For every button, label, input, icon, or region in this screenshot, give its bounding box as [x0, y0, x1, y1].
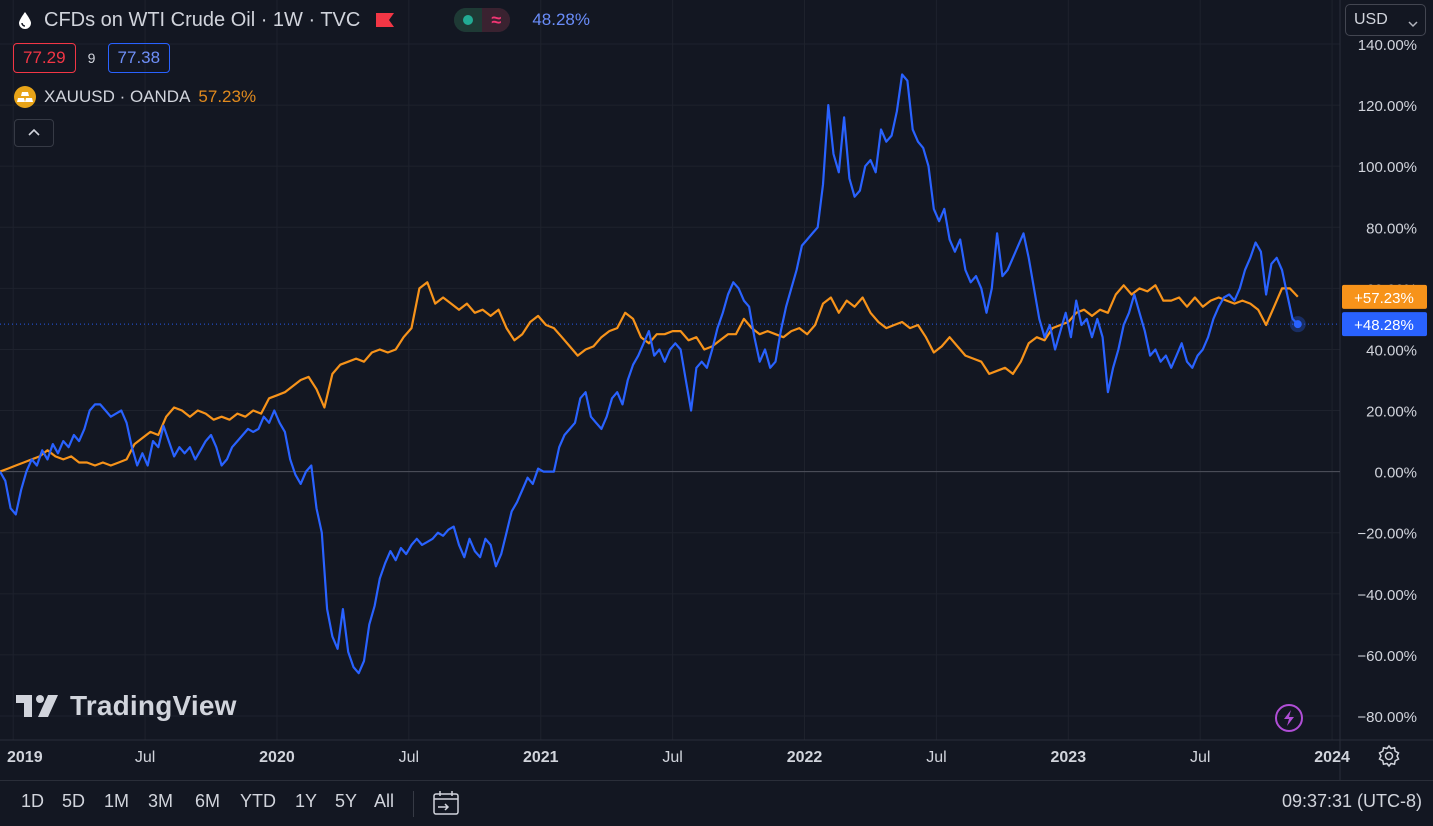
x-tick-label: 2019 — [7, 749, 43, 766]
tradingview-logo-mark — [16, 695, 58, 717]
last-value-text-xauusd: +57.23% — [1354, 290, 1414, 307]
x-tick-label: Jul — [399, 749, 419, 766]
x-tick-label: 2022 — [787, 749, 823, 766]
currency-value: USD — [1354, 11, 1388, 28]
chevron-up-icon — [27, 124, 41, 142]
symbol-title[interactable]: CFDs on WTI Crude Oil · 1W · TVC — [44, 8, 361, 31]
price-chart[interactable]: −80.00% −60.00% −40.00% −20.00% 0.00% 20.00% 4… — [0, 0, 1433, 780]
x-tick-label: Jul — [926, 749, 946, 766]
series-lines — [0, 73, 1306, 675]
range-ytd-button[interactable]: YTD — [240, 791, 276, 811]
oil-drop-icon — [14, 9, 36, 31]
x-tick-label: Jul — [662, 749, 682, 766]
series-line-wti[interactable] — [0, 73, 1299, 675]
y-tick-label: 140.00% — [1358, 37, 1417, 54]
y-tick-label: −60.00% — [1357, 648, 1417, 665]
chart-grid — [0, 0, 1433, 780]
x-tick-label: 2021 — [523, 749, 559, 766]
settings-icon[interactable] — [1377, 744, 1401, 768]
compare-legend[interactable]: XAUUSD · OANDA 57.23% — [14, 86, 256, 108]
x-tick-label: Jul — [1190, 749, 1210, 766]
collapse-legend-button[interactable] — [14, 119, 54, 147]
y-tick-label: 20.00% — [1366, 404, 1417, 421]
y-tick-label: 100.00% — [1358, 159, 1417, 176]
toolbar-divider — [413, 791, 414, 817]
last-value-labels: +57.23% +48.28% — [1342, 284, 1427, 337]
y-tick-label: 40.00% — [1366, 342, 1417, 359]
wti-last-point — [1293, 320, 1302, 329]
y-tick-label: 0.00% — [1374, 465, 1417, 482]
currency-select[interactable]: USD — [1345, 4, 1426, 36]
gold-bars-icon — [14, 86, 36, 108]
zero-line — [0, 323, 1340, 473]
range-1d-button[interactable]: 1D — [21, 791, 45, 811]
x-tick-label: Jul — [135, 749, 155, 766]
tradingview-logo[interactable]: TradingView — [16, 690, 237, 722]
y-axis[interactable]: −80.00% −60.00% −40.00% −20.00% 0.00% 20.00% 4… — [1357, 37, 1417, 726]
y-tick-label: −40.00% — [1357, 587, 1417, 604]
y-tick-label: −80.00% — [1357, 709, 1417, 726]
y-tick-label: 120.00% — [1358, 98, 1417, 115]
main-change-pct: 48.28% — [532, 10, 590, 29]
spread-value: 9 — [87, 50, 96, 66]
bid-price-button[interactable]: 77.29 — [13, 43, 76, 73]
logo-text: TradingView — [70, 690, 237, 721]
chart-legend-main[interactable]: CFDs on WTI Crude Oil · 1W · TVC ≈ 48.28… — [14, 6, 590, 34]
chevron-down-icon — [1408, 15, 1418, 33]
x-tick-label: 2020 — [259, 749, 295, 766]
y-tick-label: 80.00% — [1366, 220, 1417, 237]
series-line-xauusd[interactable] — [0, 281, 1299, 473]
compare-symbol-name[interactable]: XAUUSD · OANDA — [44, 87, 191, 106]
compare-change-pct: 57.23% — [198, 87, 257, 106]
range-6m-button[interactable]: 6M — [195, 791, 221, 811]
market-status-icon[interactable]: ≈ — [454, 8, 511, 32]
x-axis[interactable]: 2019 Jul 2020 Jul 2021 Jul 2022 Jul 2023 Jul 2024 — [7, 749, 1350, 766]
y-tick-label: −20.00% — [1357, 526, 1417, 543]
last-value-text-wti: +48.28% — [1354, 317, 1414, 334]
bid-ask-row: 77.29 9 77.38 — [13, 43, 171, 73]
clock-timezone[interactable]: 09:37:31 (UTC-8) — [1281, 791, 1422, 811]
bottom-toolbar: 1D 5D 1M 3M 6M YTD 1Y 5Y All 09:37:31 (U… — [0, 780, 1433, 826]
ask-price-button[interactable]: 77.38 — [107, 43, 171, 73]
range-3m-button[interactable]: 3M — [148, 791, 174, 811]
x-tick-label: 2024 — [1314, 749, 1350, 766]
last-value-tag-wti — [1342, 312, 1427, 337]
range-5y-button[interactable]: 5Y — [335, 791, 358, 811]
range-1m-button[interactable]: 1M — [104, 791, 130, 811]
range-1y-button[interactable]: 1Y — [295, 791, 318, 811]
flag-icon[interactable] — [376, 13, 395, 27]
lightning-icon[interactable] — [1274, 703, 1304, 733]
range-all-button[interactable]: All — [374, 791, 395, 811]
range-5d-button[interactable]: 5D — [62, 791, 86, 811]
last-value-tag-xauusd — [1342, 284, 1427, 309]
date-range-icon[interactable] — [431, 789, 461, 817]
x-tick-label: 2023 — [1051, 749, 1087, 766]
